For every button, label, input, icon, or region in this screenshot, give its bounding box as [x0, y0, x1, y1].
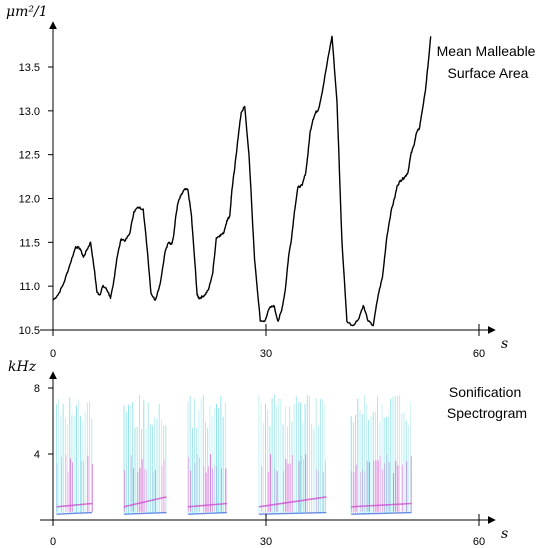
bottom-title-line-1: Sonification — [449, 384, 521, 400]
spectrogram-burst — [187, 395, 228, 515]
bottom-y-tick-label: 8 — [34, 383, 40, 395]
top-y-tick-label: 12.0 — [19, 194, 40, 206]
spectrogram-burst — [258, 394, 327, 515]
top-y-tick-label: 10.5 — [19, 325, 40, 337]
bottom-y-ticks: 48 — [34, 383, 53, 461]
spectrogram-fundamental — [56, 511, 93, 515]
spectrogram-harmonic — [258, 496, 327, 508]
surface-area-chart: μm²/1 s Mean Malleable Surface Area 10.5… — [6, 4, 540, 360]
spectrogram-harmonic — [56, 502, 93, 508]
bottom-y-unit: kHz — [8, 359, 37, 375]
spectrogram-harmonic — [187, 502, 228, 508]
bottom-x-tick-label: 0 — [50, 536, 56, 548]
top-title-line-1: Mean Malleable — [437, 43, 536, 59]
top-y-tick-label: 13.0 — [19, 106, 40, 118]
top-x-unit: s — [501, 336, 508, 352]
bottom-chart-title: Sonification Spectrogram — [447, 384, 527, 421]
top-title-line-2: Surface Area — [448, 65, 529, 81]
top-x-tick-label: 0 — [50, 348, 56, 360]
top-x-tick-label: 30 — [260, 348, 272, 360]
spectrogram-burst — [350, 394, 412, 515]
bottom-x-tick-label: 30 — [260, 536, 272, 548]
spectrogram-fundamental — [351, 511, 412, 515]
top-y-tick-label: 11.0 — [19, 281, 40, 293]
top-y-tick-label: 12.5 — [19, 150, 40, 162]
spectrogram-chart: kHz s Sonification Spectrogram 48 0 30 60 — [8, 359, 527, 548]
top-x-ticks: 0 30 60 — [50, 324, 485, 360]
spectrogram-fundamental — [123, 511, 167, 515]
spectrogram-fundamental — [187, 511, 227, 515]
top-y-ticks: 10.5 11.0 11.5 12.0 12.5 13.0 13.5 — [19, 62, 53, 337]
bottom-x-ticks: 0 30 60 — [50, 514, 485, 548]
top-chart-title: Mean Malleable Surface Area — [437, 43, 540, 81]
spectrogram-harmonic — [123, 496, 167, 508]
spectrogram-bursts — [56, 394, 412, 515]
surface-area-series-line — [52, 35, 432, 327]
bottom-y-tick-label: 4 — [34, 449, 40, 461]
top-x-tick-label: 60 — [473, 348, 485, 360]
bottom-title-line-2: Spectrogram — [447, 405, 527, 421]
top-y-tick-label: 13.5 — [19, 62, 40, 74]
bottom-x-unit: s — [501, 526, 508, 542]
spectrogram-burst — [123, 395, 167, 515]
top-y-tick-label: 11.5 — [19, 237, 40, 249]
spectrogram-burst — [56, 397, 93, 515]
top-y-unit: μm²/1 — [6, 4, 48, 20]
bottom-x-tick-label: 60 — [473, 536, 485, 548]
spectrogram-fundamental — [258, 511, 327, 515]
spectrogram-harmonic — [351, 502, 412, 508]
